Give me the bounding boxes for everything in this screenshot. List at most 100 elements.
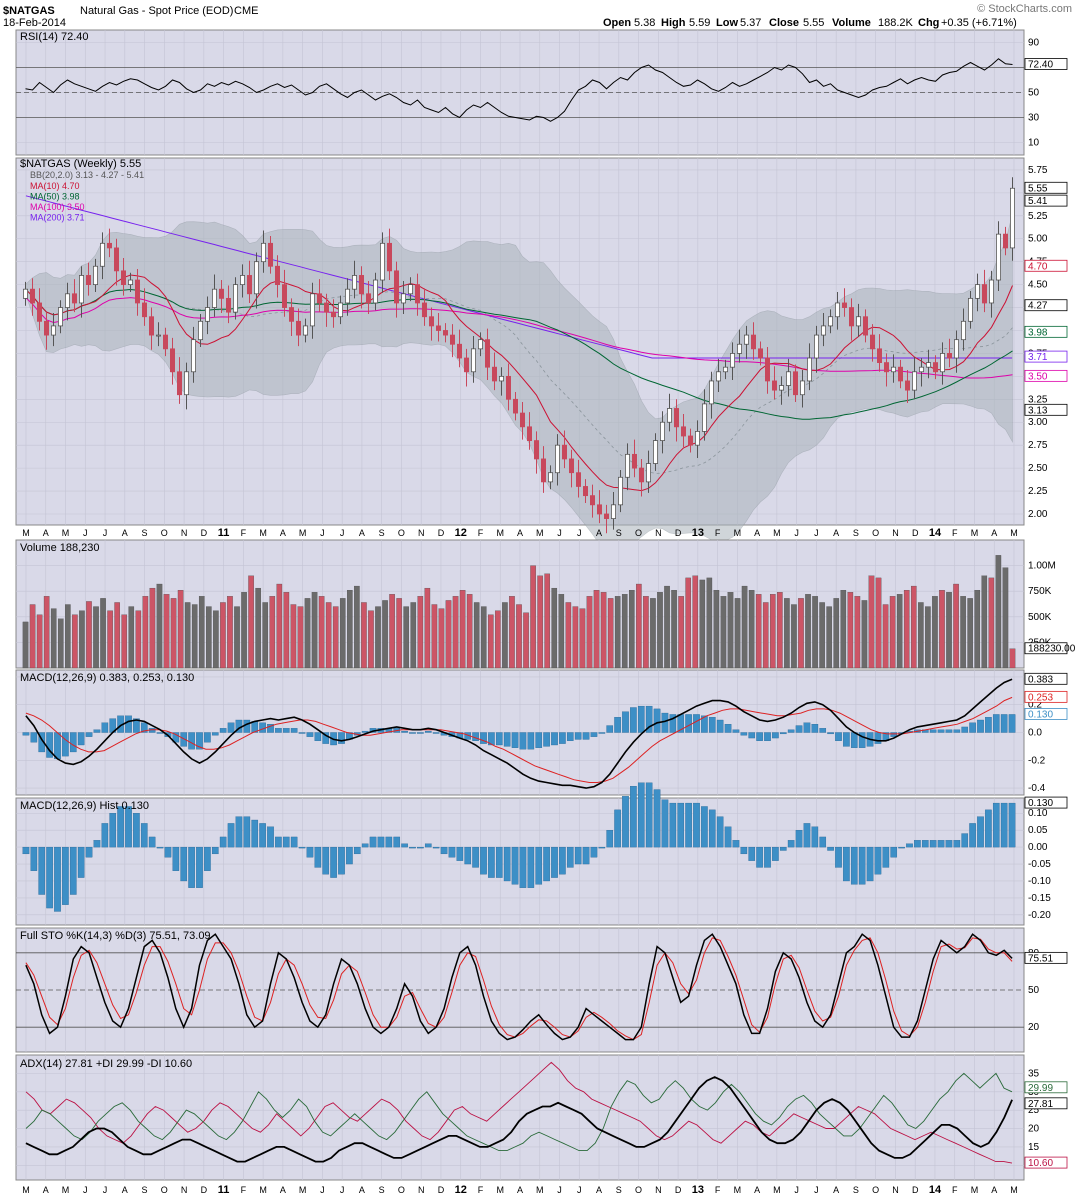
hist-bar [125,806,132,848]
hist-bar [298,846,306,849]
macd-hist-bar [685,714,692,733]
hist-bar [803,823,811,848]
candle-body [470,348,476,373]
adx-legend: ADX(14) 27.81 +DI 29.99 -DI 10.60 [20,1058,192,1070]
hist-bar [677,802,685,848]
rsi-line [25,58,1013,122]
macd-hist-panel: 0.10 0.05 0.00 -0.05 -0.10 -0.15 -0.20 MACD(12,… [15,782,1068,926]
y-tick-label: 2.00 [1028,509,1048,520]
macd-hist-bar [227,722,235,733]
candle-body [611,504,617,519]
hist-bar [172,846,180,871]
volume-bar [213,610,219,669]
candle-body [372,279,378,304]
x-tick-label: J [83,528,88,538]
y-tick-label: 5.75 [1028,165,1048,176]
volume-bar [629,590,635,669]
candle-body [79,275,85,304]
x-tick-label: A [991,528,997,538]
candle-body [344,288,350,304]
macd-hist-bar [795,725,803,733]
candle-body [407,284,413,295]
x-tick-label: O [872,1185,879,1195]
hist-bar [653,789,661,848]
volume-bar [417,596,424,669]
y-tick-label: 0.05 [1028,825,1048,836]
volume-bar [318,596,325,669]
plus-di-line [25,1072,1013,1152]
hist-bar [511,846,519,885]
macd-hist-bar [945,729,953,733]
volume-bar [572,606,579,669]
candle-body [996,233,1002,281]
candle-body [295,320,301,336]
volume-bar [727,592,734,669]
volume-bar [699,579,706,669]
hist-bar [606,830,614,848]
volume-bar [755,594,762,669]
y-tick-label: 2.50 [1028,463,1048,474]
candle-body [982,284,988,304]
x-tick-label: M [536,528,544,538]
price-last-label: 3.13 [1028,405,1048,416]
macd-hist-bar [417,732,424,734]
hist-bar [22,846,30,855]
volume-bar [304,598,311,669]
x-tick-label: J [340,1185,345,1195]
candle-body [891,366,897,373]
x-tick-label: A [359,1185,365,1195]
hist-bar [795,830,803,848]
x-tick-label: O [398,528,405,538]
hist-bar [732,840,740,848]
candle-body [618,476,624,506]
macd-hist-bar [598,732,606,734]
candle-body [505,375,511,400]
candle-body [646,463,652,483]
x-tick-label: 11 [218,527,230,539]
hist-bar [937,840,945,848]
y-tick-label: 1.00M [1028,561,1056,572]
candle-body [330,311,336,318]
price-last-label: 4.70 [1028,261,1048,272]
candle-body [856,316,862,327]
hist-bar [914,840,921,848]
y-tick-label: 3.00 [1028,417,1048,428]
x-tick-label: J [83,1185,88,1195]
hist-bar [898,846,905,849]
candle-body [232,284,238,313]
hist-bar [219,836,227,848]
candle-body [884,362,890,373]
volume-bar [57,618,64,669]
macd-hist-bar [77,732,85,746]
volume-bar [819,602,825,669]
x-tick-label: D [201,1185,208,1195]
candle-body [484,339,490,368]
x-tick-label: D [912,528,919,538]
macd-hist-bar [827,732,834,735]
macd-hist-bar [748,732,756,739]
macd-hist-bar [708,717,716,733]
hist-last-value: 0.130 [1028,798,1053,809]
candle-body [933,362,939,373]
hist-last-value-box [1024,796,1068,809]
candle-body [555,444,561,474]
macd-hist-bar [204,732,211,743]
volume-bar [100,598,106,669]
candle-body [758,348,764,359]
hist-bar [992,802,1000,848]
x-tick-label: M [22,528,30,538]
hist-bar [330,846,337,878]
x-tick-label: M [496,1185,504,1195]
volume-bar [262,602,269,669]
candle-body [281,284,287,308]
candle-body [954,339,960,359]
volume-bar [565,602,572,669]
macd-hist-bar [1000,714,1008,733]
candle-body [870,334,876,350]
macd-hist-bar [290,728,298,733]
volume-bar [685,577,691,669]
volume-bar [664,585,670,669]
price-last-label-box [1024,194,1068,207]
